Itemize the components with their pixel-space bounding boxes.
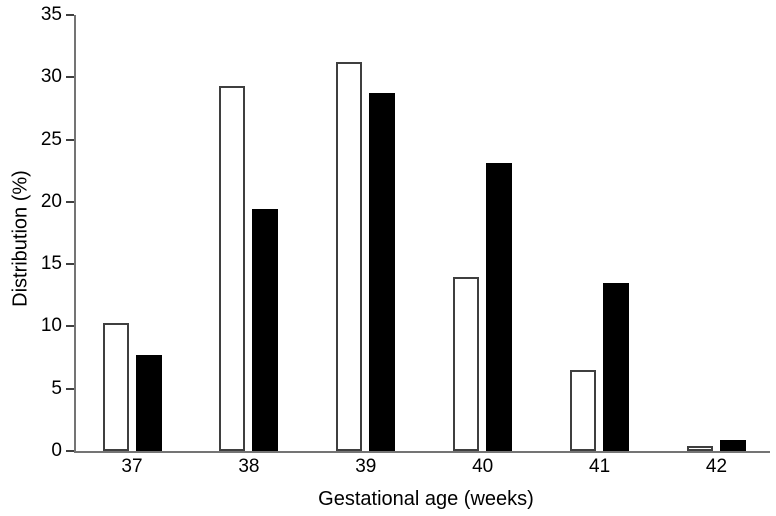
x-tick-label-39: 39 — [355, 456, 377, 477]
y-tick-label-20: 20 — [40, 190, 62, 212]
bar-solid-black-bars-38 — [252, 209, 279, 451]
y-tick-label-30: 30 — [40, 66, 62, 88]
y-tick-label-0: 0 — [51, 440, 62, 461]
y-tick-mark-30 — [66, 76, 74, 79]
y-tick-mark-25 — [66, 138, 74, 141]
x-tick-label-42: 42 — [705, 456, 728, 477]
x-axis-title: Gestational age (weeks) — [318, 488, 534, 510]
bar-open-white-bars-41 — [570, 370, 597, 451]
bar-solid-black-bars-42 — [720, 440, 746, 451]
y-tick-mark-20 — [66, 200, 74, 203]
x-tick-label-41: 41 — [589, 456, 611, 477]
y-tick-mark-35 — [66, 14, 74, 16]
y-tick-mark-15 — [66, 263, 74, 266]
y-tick-label-5: 5 — [51, 377, 62, 399]
x-tick-label-38: 38 — [238, 456, 260, 477]
bar-open-white-bars-40 — [453, 277, 480, 451]
bar-solid-black-bars-41 — [603, 283, 630, 451]
y-tick-label-15: 15 — [40, 253, 62, 275]
bar-open-white-bars-42 — [687, 446, 713, 451]
y-tick-mark-0 — [66, 450, 74, 452]
bar-open-white-bars-38 — [219, 86, 246, 451]
bar-solid-black-bars-40 — [486, 163, 513, 451]
x-tick-label-40: 40 — [472, 456, 494, 477]
y-axis-line — [74, 15, 76, 453]
y-tick-label-25: 25 — [40, 128, 62, 150]
y-axis-title: Distribution (%) — [9, 170, 32, 307]
x-tick-label-37: 37 — [121, 456, 143, 477]
y-tick-mark-5 — [66, 387, 74, 390]
y-tick-label-10: 10 — [40, 315, 62, 337]
bar-open-white-bars-37 — [102, 323, 129, 451]
bar-solid-black-bars-39 — [369, 93, 396, 451]
y-tick-mark-10 — [66, 325, 74, 328]
bar-solid-black-bars-37 — [135, 355, 162, 451]
y-tick-label-35: 35 — [40, 4, 62, 25]
bar-open-white-bars-39 — [336, 62, 363, 451]
x-axis-line — [74, 451, 770, 453]
